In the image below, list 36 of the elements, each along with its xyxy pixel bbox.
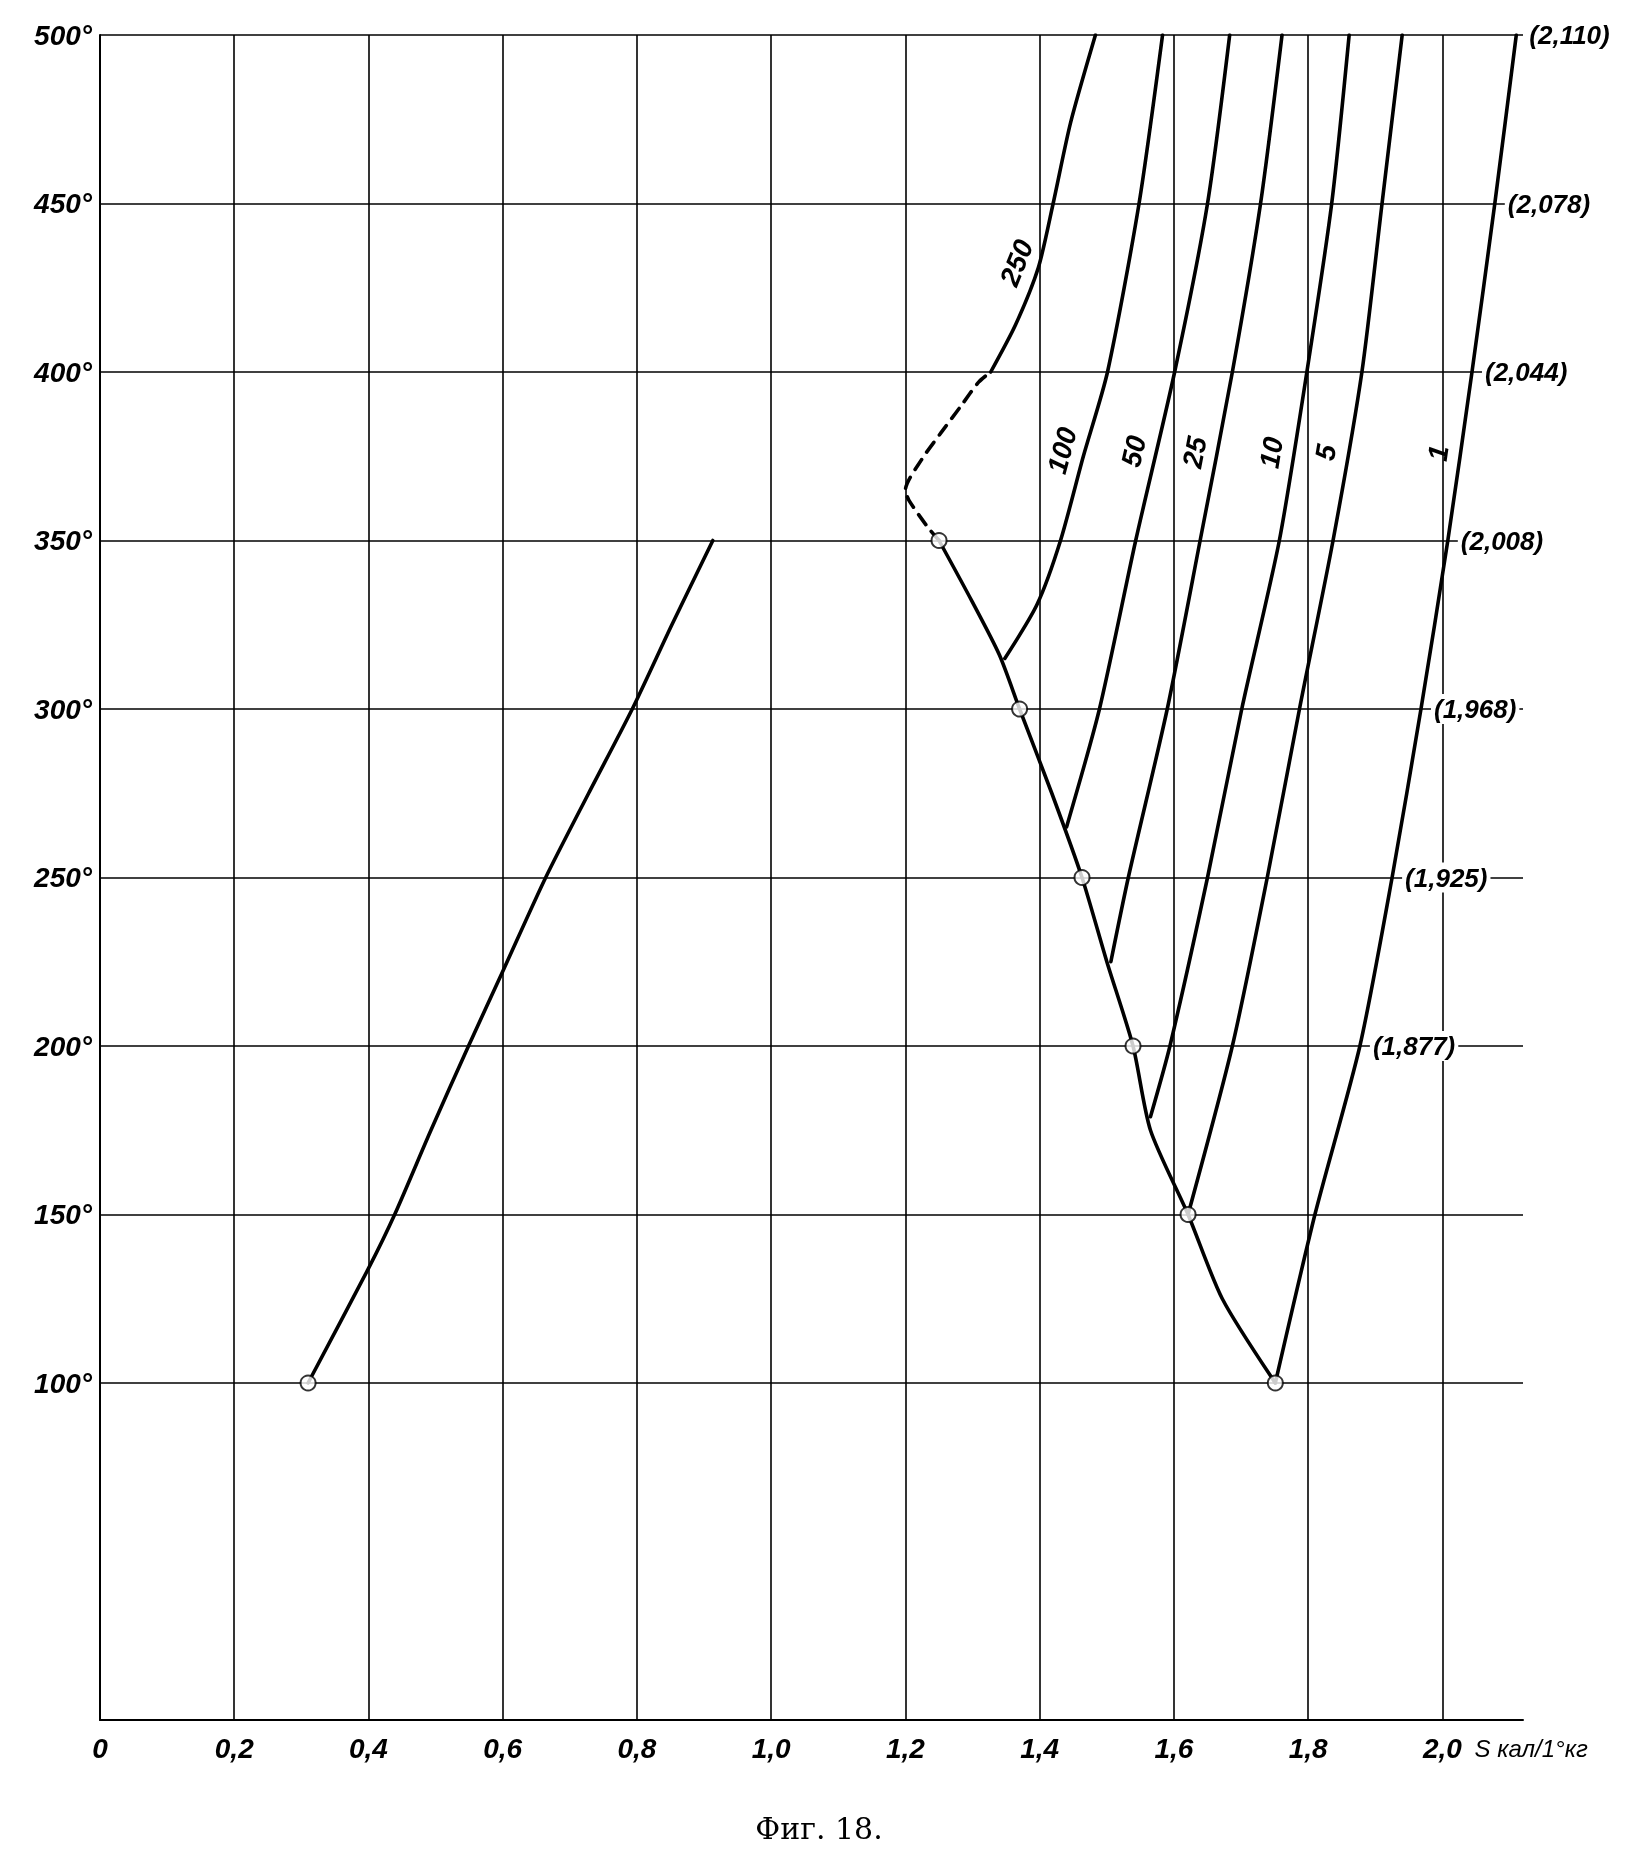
x-tick-label: 1,2 <box>886 1732 926 1764</box>
annotation: (1,968) <box>1433 694 1517 724</box>
text: Фиг. 18. <box>755 1810 883 1846</box>
x-tick-label: 1,6 <box>1154 1732 1194 1764</box>
text: 50 <box>1115 432 1153 470</box>
y-tick-label: 300° <box>34 693 93 725</box>
x-tick-label: 2,0 <box>1421 1732 1463 1764</box>
text: 5 <box>1309 441 1343 463</box>
y-tick-label: 350° <box>34 525 93 556</box>
text: 25 <box>1176 433 1213 472</box>
annotation: (2,044) <box>1484 357 1568 387</box>
x-tick-label: 1,8 <box>1288 1732 1329 1764</box>
y-tick-label: 250° <box>33 862 93 893</box>
x-tick-label: 0 <box>92 1732 109 1764</box>
x-tick-label: 0,8 <box>617 1732 657 1764</box>
x-axis-title: S кал/1°кг <box>1474 1734 1589 1762</box>
y-tick-label: 150° <box>34 1199 93 1230</box>
y-tick-label: 100° <box>34 1367 93 1399</box>
y-tick-label: 200° <box>33 1030 93 1062</box>
x-tick-label: 1,0 <box>751 1732 792 1764</box>
y-tick-label: 400° <box>33 356 93 388</box>
x-tick-label: 0,6 <box>483 1732 523 1764</box>
text: 250 <box>993 234 1040 292</box>
text: 100 <box>1041 423 1084 478</box>
annotation: (2,008) <box>1460 525 1544 556</box>
text: 10 <box>1253 434 1290 471</box>
text: 1 <box>1421 443 1455 464</box>
annotation: (1,877) <box>1372 1031 1456 1061</box>
y-tick-label: 500° <box>34 19 93 51</box>
annotation: (2,078) <box>1507 188 1591 219</box>
x-tick-label: 0,2 <box>214 1732 255 1764</box>
annotation: (2,110) <box>1529 20 1610 50</box>
annotation: (1,925) <box>1405 862 1488 893</box>
x-tick-label: 1,4 <box>1020 1732 1060 1764</box>
y-tick-label: 450° <box>33 188 93 219</box>
x-tick-label: 0,4 <box>349 1732 389 1764</box>
